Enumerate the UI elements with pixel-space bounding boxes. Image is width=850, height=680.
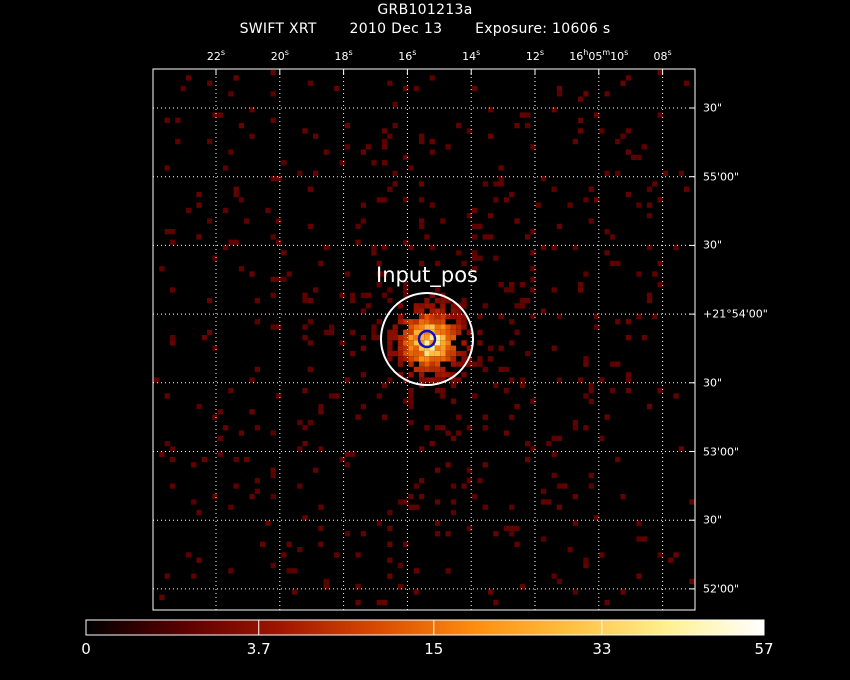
photon-count-pixels bbox=[154, 70, 695, 606]
dec-tick-label: 55'00" bbox=[703, 170, 740, 184]
exposure-label: Exposure: 10606 s bbox=[475, 21, 611, 37]
colorbar-ticks bbox=[258, 620, 603, 635]
source-label: Input_pos bbox=[376, 263, 478, 288]
dec-tick-label: 30" bbox=[703, 376, 723, 390]
dec-tick-label: 30" bbox=[703, 101, 723, 115]
image-title-details: SWIFT XRT 2010 Dec 13 Exposure: 10606 s bbox=[0, 21, 850, 37]
source-position-marker bbox=[417, 329, 437, 349]
dec-tick-label: 52'00" bbox=[703, 582, 740, 596]
dec-tick-label: +21°54'00" bbox=[703, 307, 768, 321]
source-region-circle bbox=[380, 292, 474, 386]
image-title-object: GRB101213a bbox=[377, 2, 473, 18]
colorbar-label: 15 bbox=[424, 640, 444, 658]
image-frame bbox=[152, 68, 696, 611]
ra-tick-label: 16h05m10s bbox=[569, 48, 629, 63]
ra-tick-label: 16s bbox=[398, 48, 417, 63]
colorbar-label: 33 bbox=[592, 640, 612, 658]
ra-tick-label: 20s bbox=[270, 48, 289, 63]
dec-tick-label: 53'00" bbox=[703, 445, 740, 458]
ra-tick-label: 18s bbox=[334, 48, 353, 63]
instrument-label: SWIFT XRT bbox=[239, 21, 317, 37]
date-label: 2010 Dec 13 bbox=[349, 21, 443, 37]
ra-tick-label: 14s bbox=[462, 48, 481, 63]
colorbar-label: 57 bbox=[754, 640, 774, 658]
ra-tick-label: 08s bbox=[653, 48, 672, 63]
dec-tick-label: 30" bbox=[703, 513, 723, 527]
ra-tick-label: 12s bbox=[525, 48, 545, 63]
colorbar-label: 3.7 bbox=[246, 640, 271, 658]
colorbar-label: 0 bbox=[81, 640, 91, 658]
frame-ticks bbox=[215, 69, 695, 590]
colorbar bbox=[85, 619, 765, 636]
ra-tick-label: 22s bbox=[206, 48, 226, 63]
dec-tick-label: 30" bbox=[703, 238, 723, 252]
